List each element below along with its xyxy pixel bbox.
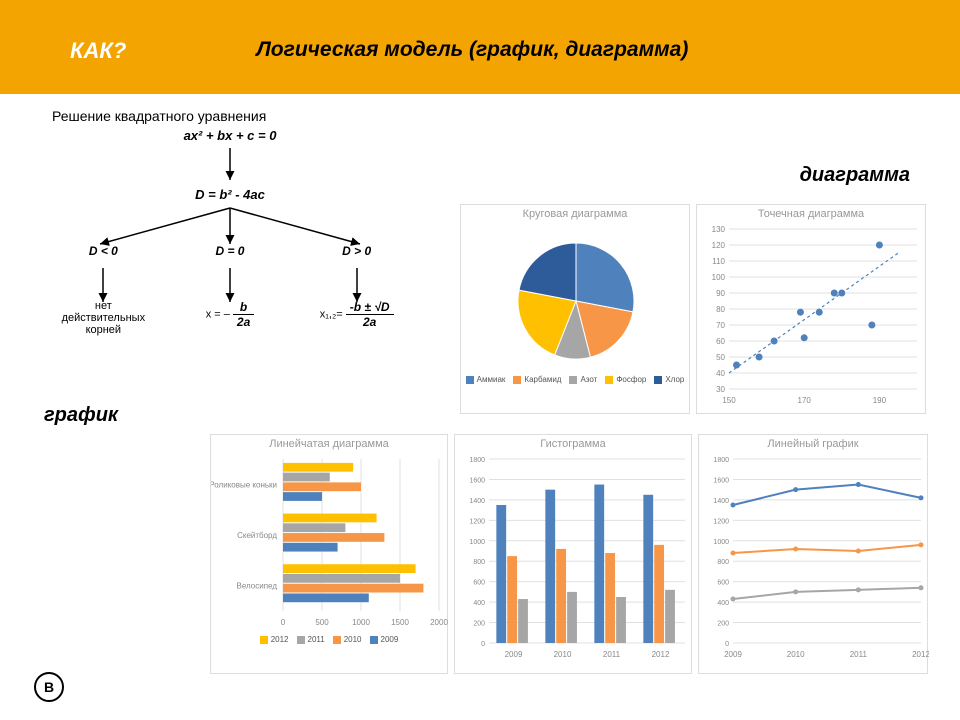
svg-text:1200: 1200 xyxy=(469,518,485,525)
line-svg: 0 200 400 600 800 1000 1200 1400 1600 1800 2009 201… xyxy=(699,453,929,663)
svg-text:800: 800 xyxy=(473,559,485,566)
pie-chart: Круговая диаграмма АммиакКарбамидАзотФос… xyxy=(460,204,690,414)
pie-legend: АммиакКарбамидАзотФосфорХлор xyxy=(461,373,689,386)
svg-text:2011: 2011 xyxy=(603,650,621,659)
flowchart-title: Решение квадратного уравнения xyxy=(52,108,420,124)
svg-text:80: 80 xyxy=(716,305,725,314)
svg-text:200: 200 xyxy=(717,621,729,628)
scatter-chart: Точечная диаграмма 30 40 50 60 70 80 90 100 110 1… xyxy=(696,204,926,414)
svg-text:1600: 1600 xyxy=(469,477,485,484)
svg-text:2009: 2009 xyxy=(505,650,523,659)
svg-text:600: 600 xyxy=(473,580,485,587)
logo-icon: В xyxy=(34,672,64,702)
flowchart-equation: ax² + bx + c = 0 xyxy=(40,128,420,143)
arrow-1 xyxy=(40,146,420,186)
svg-text:100: 100 xyxy=(712,273,726,282)
svg-text:2000: 2000 xyxy=(430,618,448,627)
histogram-title: Гистограмма xyxy=(455,435,691,453)
svg-text:2012: 2012 xyxy=(652,650,670,659)
header-right: Логическая модель (график, диаграмма) xyxy=(256,38,688,94)
svg-text:110: 110 xyxy=(712,257,725,266)
pie-svg xyxy=(461,223,691,373)
pie-title: Круговая диаграмма xyxy=(461,205,689,223)
svg-text:150: 150 xyxy=(722,396,736,405)
line-title: Линейный график xyxy=(699,435,927,453)
svg-text:0: 0 xyxy=(481,641,485,648)
svg-text:1400: 1400 xyxy=(713,498,729,505)
svg-text:30: 30 xyxy=(716,385,725,394)
svg-text:0: 0 xyxy=(281,618,286,627)
svg-text:400: 400 xyxy=(473,600,485,607)
svg-text:800: 800 xyxy=(717,559,729,566)
content: диаграмма график Решение квадратного ура… xyxy=(0,94,960,108)
histogram-chart: Гистограмма 0 200 400 600 800 1000 1200 1400 160… xyxy=(454,434,692,674)
svg-text:1400: 1400 xyxy=(469,498,485,505)
hbar-title: Линейчатая диаграмма xyxy=(211,435,447,453)
label-graph: график xyxy=(44,404,118,427)
label-diagram: диаграмма xyxy=(800,164,910,187)
hbar-svg: 0 500 1000 1500 2000 Роликовые коньки Скейтбор… xyxy=(211,453,449,633)
svg-text:130: 130 xyxy=(712,225,726,234)
flowchart: Решение квадратного уравнения ax² + bx +… xyxy=(40,108,420,336)
svg-text:1600: 1600 xyxy=(713,477,729,484)
svg-text:90: 90 xyxy=(716,289,725,298)
svg-text:40: 40 xyxy=(716,369,725,378)
svg-text:50: 50 xyxy=(716,353,725,362)
header-left: КАК? xyxy=(70,38,126,94)
svg-text:500: 500 xyxy=(315,618,329,627)
scatter-svg: 30 40 50 60 70 80 90 100 110 120 130 150 170 190 xyxy=(697,223,927,409)
arrow-branch xyxy=(40,206,420,250)
svg-text:Скейтборд: Скейтборд xyxy=(237,531,277,540)
hbar-chart: Линейчатая диаграмма 0 500 1000 1500 2000 Рол… xyxy=(210,434,448,674)
hist-svg: 0 200 400 600 800 1000 1200 1400 1600 1800 2009 201… xyxy=(455,453,693,663)
flowchart-discriminant: D = b² - 4ac xyxy=(40,187,420,202)
svg-text:190: 190 xyxy=(873,396,887,405)
scatter-title: Точечная диаграмма xyxy=(697,205,925,223)
svg-text:2012: 2012 xyxy=(912,650,929,659)
svg-text:1000: 1000 xyxy=(352,618,370,627)
svg-text:2010: 2010 xyxy=(787,650,805,659)
svg-text:60: 60 xyxy=(716,337,725,346)
svg-text:0: 0 xyxy=(725,641,729,648)
hbar-legend: 2012201120102009 xyxy=(211,633,447,646)
svg-text:2010: 2010 xyxy=(554,650,572,659)
header: КАК? Логическая модель (график, диаграмм… xyxy=(0,0,960,94)
svg-text:Роликовые коньки: Роликовые коньки xyxy=(211,480,277,489)
svg-text:2011: 2011 xyxy=(850,650,868,659)
svg-text:200: 200 xyxy=(473,621,485,628)
svg-text:1200: 1200 xyxy=(713,518,729,525)
svg-text:120: 120 xyxy=(712,241,726,250)
svg-text:2009: 2009 xyxy=(724,650,742,659)
svg-text:1500: 1500 xyxy=(391,618,409,627)
svg-text:400: 400 xyxy=(717,600,729,607)
svg-text:1000: 1000 xyxy=(713,539,729,546)
svg-text:1800: 1800 xyxy=(469,457,485,464)
svg-text:170: 170 xyxy=(798,396,812,405)
svg-text:1800: 1800 xyxy=(713,457,729,464)
svg-text:Велосипед: Велосипед xyxy=(237,582,278,591)
svg-text:70: 70 xyxy=(716,321,725,330)
line-chart: Линейный график 0 200 400 600 800 1000 1200 140… xyxy=(698,434,928,674)
svg-text:1000: 1000 xyxy=(469,539,485,546)
svg-text:600: 600 xyxy=(717,580,729,587)
arrow-results xyxy=(40,266,420,310)
